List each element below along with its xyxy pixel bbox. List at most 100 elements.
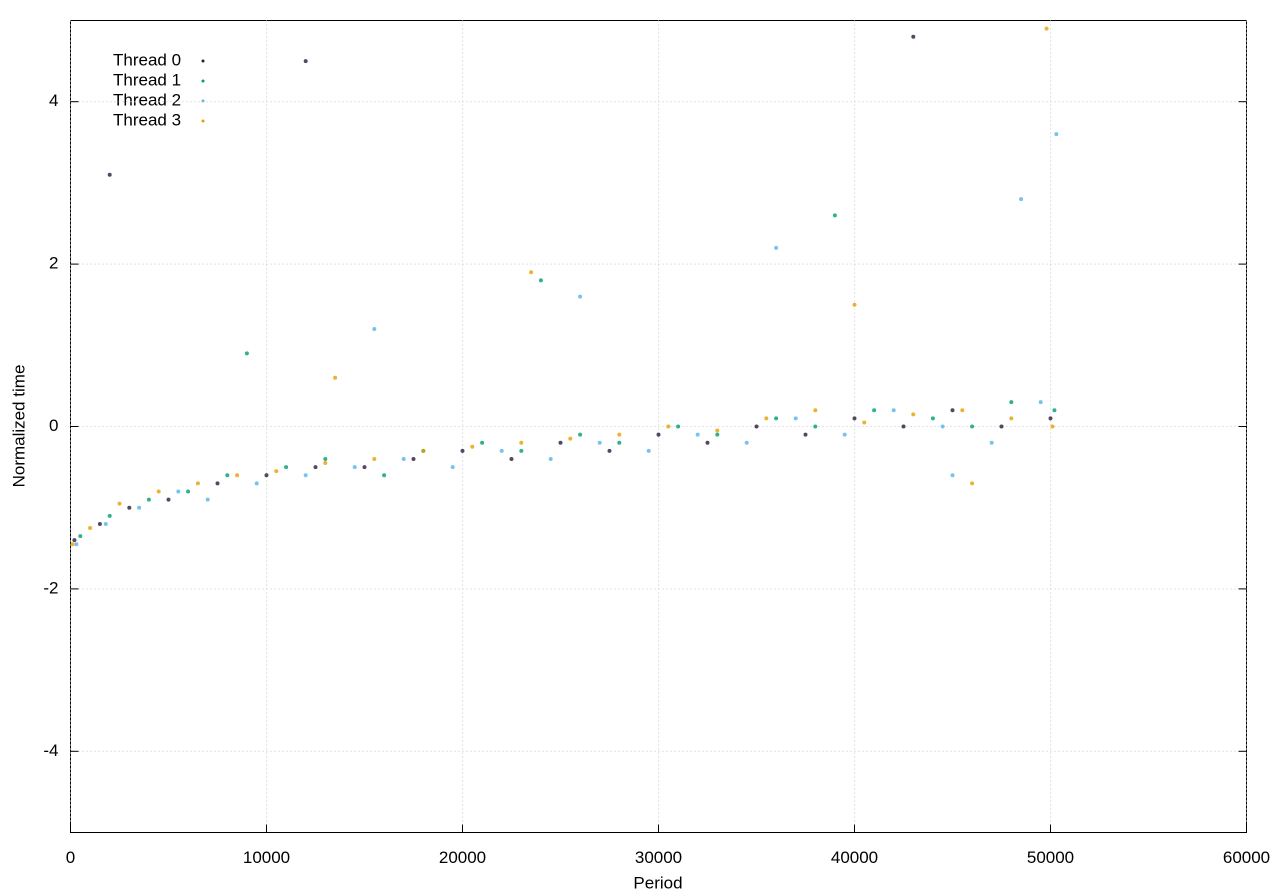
point: [323, 461, 328, 466]
x-tick-label: 40000: [831, 848, 878, 867]
point: [499, 448, 504, 453]
point: [127, 505, 132, 510]
point: [107, 513, 112, 518]
point: [97, 521, 102, 526]
point: [803, 432, 808, 437]
legend-label: Thread 1: [113, 70, 181, 89]
x-tick-label: 20000: [439, 848, 486, 867]
point: [970, 424, 975, 429]
point: [70, 542, 75, 547]
point: [940, 424, 945, 429]
y-tick-label: 2: [49, 254, 58, 273]
point: [872, 408, 877, 413]
point: [1019, 197, 1024, 202]
point: [72, 538, 77, 543]
point: [264, 473, 269, 478]
point: [205, 497, 210, 502]
point: [284, 465, 289, 470]
point: [156, 489, 161, 494]
x-tick-label: 10000: [243, 848, 290, 867]
point: [372, 456, 377, 461]
point: [519, 440, 524, 445]
point: [617, 440, 622, 445]
point: [970, 481, 975, 486]
point: [646, 448, 651, 453]
point: [225, 473, 230, 478]
point: [568, 436, 573, 441]
point: [950, 408, 955, 413]
point: [930, 416, 935, 421]
point: [578, 432, 583, 437]
point: [313, 465, 318, 470]
x-tick-label: 60000: [1223, 848, 1270, 867]
y-axis-label: Normalized time: [9, 365, 28, 488]
point: [705, 440, 710, 445]
point: [832, 213, 837, 218]
point: [852, 416, 857, 421]
point: [1048, 416, 1053, 421]
point: [842, 432, 847, 437]
point: [538, 278, 543, 283]
point: [607, 448, 612, 453]
point: [166, 497, 171, 502]
point: [103, 521, 108, 526]
point: [74, 542, 79, 547]
point: [303, 59, 308, 64]
point: [352, 465, 357, 470]
legend-label: Thread 3: [113, 110, 181, 129]
x-tick-label: 30000: [635, 848, 682, 867]
point: [715, 428, 720, 433]
legend-marker: [201, 79, 205, 83]
point: [901, 424, 906, 429]
point: [1050, 424, 1055, 429]
point: [450, 465, 455, 470]
point: [793, 416, 798, 421]
point: [676, 424, 681, 429]
point: [989, 440, 994, 445]
point: [558, 440, 563, 445]
point: [715, 432, 720, 437]
point: [1052, 408, 1057, 413]
point: [1054, 132, 1059, 137]
point: [146, 497, 151, 502]
x-tick-label: 50000: [1027, 848, 1074, 867]
point: [244, 351, 249, 356]
point: [470, 444, 475, 449]
point: [529, 270, 534, 275]
y-tick-label: -2: [43, 578, 58, 597]
point: [852, 302, 857, 307]
point: [254, 481, 259, 486]
y-tick-label: 0: [49, 416, 58, 435]
point: [88, 526, 93, 530]
point: [303, 473, 308, 478]
point: [862, 420, 867, 425]
point: [656, 432, 661, 437]
legend-marker: [201, 119, 205, 123]
legend-marker: [201, 59, 205, 63]
point: [666, 424, 671, 429]
point: [548, 456, 553, 461]
point: [891, 408, 896, 413]
point: [695, 432, 700, 437]
point: [911, 412, 916, 417]
point: [813, 424, 818, 429]
point: [813, 408, 818, 413]
point: [323, 456, 328, 461]
point: [235, 473, 240, 478]
point: [362, 465, 367, 470]
x-tick-label: 0: [66, 848, 75, 867]
point: [137, 505, 142, 510]
point: [186, 489, 191, 494]
point: [744, 440, 749, 445]
point: [1038, 400, 1043, 405]
point: [509, 456, 514, 461]
point: [1009, 416, 1014, 421]
point: [107, 172, 112, 177]
point: [999, 424, 1004, 429]
point: [578, 294, 583, 299]
point: [333, 375, 338, 380]
point: [480, 440, 485, 445]
point: [176, 489, 181, 494]
x-axis-label: Period: [633, 873, 682, 892]
